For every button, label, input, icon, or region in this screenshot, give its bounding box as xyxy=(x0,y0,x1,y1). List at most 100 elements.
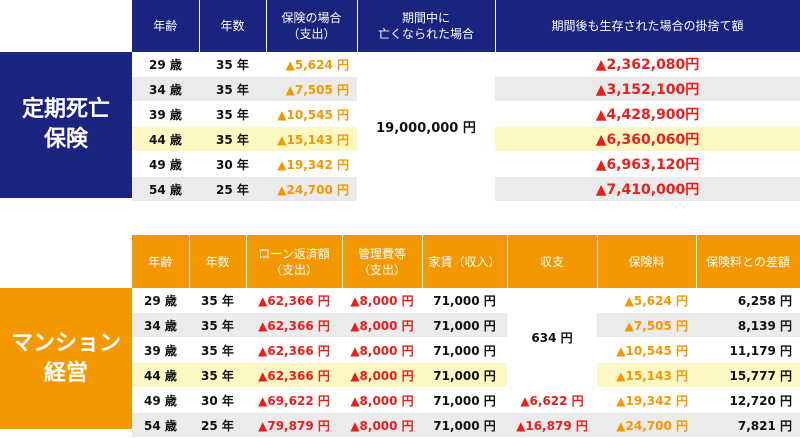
years-cell: 35 年 xyxy=(189,312,246,338)
rent-cell: 71,000 円 xyxy=(422,362,507,388)
term-header-death-payout: 期間中に 亡くなられた場合 xyxy=(357,0,496,52)
age-cell: 39 歳 xyxy=(132,337,189,363)
mansion-header-loan: ローン返済額 （支出） xyxy=(246,235,343,288)
loan-cell: 62,366 円 xyxy=(246,337,342,363)
years-cell: 35 年 xyxy=(199,126,266,152)
years-cell: 35 年 xyxy=(199,101,266,127)
table-row: 54 歳 25 年 24,700 円 7,410,000円 xyxy=(132,176,800,202)
premium-cell: 7,505 円 xyxy=(266,76,357,102)
survival-cell: 6,360,060円 xyxy=(495,126,800,152)
mansion-investment-table: 年齢 年数 ローン返済額 （支出） 管理費等 （支出） 家賃（収入） 収支 保険… xyxy=(132,235,800,438)
mgmt-cell: 8,000 円 xyxy=(342,387,422,413)
rent-cell: 71,000 円 xyxy=(422,288,507,313)
age-cell: 34 歳 xyxy=(132,76,199,102)
years-cell: 25 年 xyxy=(189,412,246,438)
diff-cell: 12,720 円 xyxy=(696,387,800,413)
balance-cell: 6,622 円 xyxy=(507,387,597,413)
mansion-header-rent: 家賃（収入） xyxy=(422,235,508,288)
age-cell: 39 歳 xyxy=(132,101,199,127)
shared-balance-cell: 634 円 xyxy=(507,288,597,388)
rent-cell: 71,000 円 xyxy=(422,387,507,413)
mgmt-cell: 8,000 円 xyxy=(342,288,422,313)
years-cell: 35 年 xyxy=(189,362,246,388)
death-payout-cell: 19,000,000 円 xyxy=(357,52,495,202)
years-cell: 30 年 xyxy=(189,387,246,413)
term-insurance-table: 年齢 年数 保険の場合 （支出） 期間中に 亡くなられた場合 期間後も生存された… xyxy=(132,0,800,202)
loan-cell: 62,366 円 xyxy=(246,362,342,388)
premium-cell: 19,342 円 xyxy=(266,151,357,177)
premium-cell: 10,545 円 xyxy=(597,337,696,363)
mansion-header-age: 年齢 xyxy=(132,235,190,288)
term-insurance-label: 定期死亡 保険 xyxy=(0,52,132,198)
diff-cell: 8,139 円 xyxy=(696,312,800,338)
balance-cell: 16,879 円 xyxy=(507,412,597,438)
mansion-header-premium: 保険料 xyxy=(597,235,697,288)
mgmt-cell: 8,000 円 xyxy=(342,362,422,388)
age-cell: 34 歳 xyxy=(132,312,189,338)
mansion-investment-label: マンション 経営 xyxy=(0,288,132,429)
premium-cell: 15,143 円 xyxy=(266,126,357,152)
years-cell: 30 年 xyxy=(199,151,266,177)
years-cell: 25 年 xyxy=(199,176,266,202)
mansion-header-row: 年齢 年数 ローン返済額 （支出） 管理費等 （支出） 家賃（収入） 収支 保険… xyxy=(132,235,800,288)
mansion-header-balance: 収支 xyxy=(507,235,598,288)
table-row: 39 歳 35 年 10,545 円 4,428,900円 xyxy=(132,101,800,127)
table-row-highlighted: 44 歳 35 年 62,366 円 8,000 円 71,000 円 15,1… xyxy=(132,362,800,388)
premium-cell: 24,700 円 xyxy=(597,412,696,438)
loan-cell: 79,879 円 xyxy=(246,412,342,438)
term-header-survival: 期間後も生存された場合の掛捨て額 xyxy=(495,0,800,52)
loan-cell: 69,622 円 xyxy=(246,387,342,413)
mansion-header-mgmt: 管理費等 （支出） xyxy=(342,235,423,288)
age-cell: 44 歳 xyxy=(132,126,199,152)
mansion-header-diff: 保険料との差額 xyxy=(696,235,800,288)
premium-cell: 19,342 円 xyxy=(597,387,696,413)
term-header-premium: 保険の場合 （支出） xyxy=(266,0,358,52)
diff-cell: 6,258 円 xyxy=(696,288,800,313)
mgmt-cell: 8,000 円 xyxy=(342,337,422,363)
survival-cell: 4,428,900円 xyxy=(495,101,800,127)
age-cell: 29 歳 xyxy=(132,52,199,77)
rent-cell: 71,000 円 xyxy=(422,337,507,363)
term-label-line2: 保険 xyxy=(43,127,88,152)
age-cell: 49 歳 xyxy=(132,387,189,413)
table-row: 34 歳 35 年 7,505 円 3,152,100円 xyxy=(132,76,800,102)
premium-cell: 24,700 円 xyxy=(266,176,357,202)
premium-cell: 15,143 円 xyxy=(597,362,696,388)
mgmt-cell: 8,000 円 xyxy=(342,412,422,438)
table-row: 29 歳 35 年 62,366 円 8,000 円 71,000 円 634 … xyxy=(132,288,800,388)
term-label-line1: 定期死亡 xyxy=(21,97,110,122)
survival-cell: 6,963,120円 xyxy=(495,151,800,177)
survival-cell: 7,410,000円 xyxy=(495,176,800,202)
age-cell: 29 歳 xyxy=(132,288,189,313)
mansion-header-years: 年数 xyxy=(189,235,247,288)
rent-cell: 71,000 円 xyxy=(422,412,507,438)
table-row: 34 歳 35 年 62,366 円 8,000 円 71,000 円 7,50… xyxy=(132,312,800,338)
age-cell: 54 歳 xyxy=(132,176,199,202)
premium-cell: 5,624 円 xyxy=(266,52,357,77)
premium-cell: 10,545 円 xyxy=(266,101,357,127)
years-cell: 35 年 xyxy=(199,76,266,102)
years-cell: 35 年 xyxy=(189,288,246,313)
mgmt-cell: 8,000 円 xyxy=(342,312,422,338)
premium-cell: 5,624 円 xyxy=(597,288,696,313)
age-cell: 49 歳 xyxy=(132,151,199,177)
table-row-highlighted: 44 歳 35 年 15,143 円 6,360,060円 xyxy=(132,126,800,152)
table-row: 54 歳 25 年 79,879 円 8,000 円 71,000 円 16,8… xyxy=(132,412,800,438)
premium-cell: 7,505 円 xyxy=(597,312,696,338)
years-cell: 35 年 xyxy=(199,52,266,77)
survival-cell: 2,362,080円 xyxy=(495,52,800,77)
mansion-label-line2: 経営 xyxy=(43,360,88,386)
diff-cell: 11,179 円 xyxy=(696,337,800,363)
years-cell: 35 年 xyxy=(189,337,246,363)
table-row: 29 歳 35 年 5,624 円 19,000,000 円 2,362,080… xyxy=(132,52,800,202)
age-cell: 44 歳 xyxy=(132,362,189,388)
table-row: 49 歳 30 年 69,622 円 8,000 円 71,000 円 6,62… xyxy=(132,387,800,413)
loan-cell: 62,366 円 xyxy=(246,312,342,338)
term-header-age: 年齢 xyxy=(132,0,200,52)
loan-cell: 62,366 円 xyxy=(246,288,342,313)
diff-cell: 15,777 円 xyxy=(696,362,800,388)
term-header-years: 年数 xyxy=(199,0,267,52)
diff-cell: 7,821 円 xyxy=(696,412,800,438)
rent-cell: 71,000 円 xyxy=(422,312,507,338)
table-row: 39 歳 35 年 62,366 円 8,000 円 71,000 円 10,5… xyxy=(132,337,800,363)
